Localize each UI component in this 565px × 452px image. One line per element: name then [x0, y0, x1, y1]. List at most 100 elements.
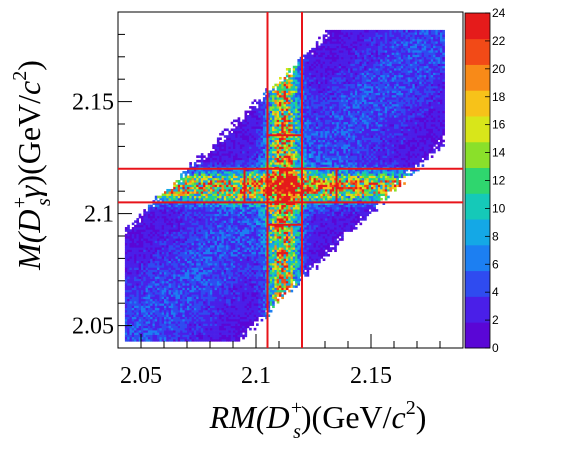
heatmap-cell	[216, 159, 220, 163]
heatmap-cell	[223, 209, 227, 212]
heatmap-cell	[189, 182, 192, 185]
heatmap-cell	[191, 186, 195, 190]
heatmap-cell	[161, 285, 165, 288]
heatmap-cell	[203, 242, 206, 246]
heatmap-cell	[214, 236, 218, 239]
heatmap-cell	[214, 191, 218, 194]
heatmap-cell	[182, 231, 186, 235]
heatmap-cell	[150, 305, 153, 309]
heatmap-cell	[253, 141, 257, 145]
heatmap-cell	[249, 218, 252, 221]
heatmap-cell	[166, 209, 169, 212]
heatmap-cell	[244, 269, 248, 273]
heatmap-cell	[239, 244, 243, 248]
heatmap-cell	[200, 229, 204, 232]
heatmap-cell	[152, 265, 156, 268]
heatmap-cell	[143, 256, 146, 259]
heatmap-cell	[173, 227, 176, 230]
heatmap-cell	[262, 206, 266, 210]
heatmap-cell	[258, 224, 261, 228]
heatmap-cell	[226, 247, 229, 250]
heatmap-cell	[161, 247, 165, 250]
heatmap-cell	[233, 321, 236, 324]
heatmap-cell	[141, 294, 144, 297]
heatmap-cell	[157, 298, 160, 302]
heatmap-cell	[189, 289, 192, 293]
heatmap-cell	[237, 251, 241, 255]
heatmap-cell	[168, 285, 172, 288]
heatmap-cell	[205, 298, 209, 302]
heatmap-cell	[256, 211, 259, 214]
heatmap-cell	[256, 184, 259, 188]
heatmap-cell	[145, 289, 149, 293]
heatmap-cell	[184, 215, 188, 219]
heatmap-cell	[210, 258, 213, 261]
heatmap-cell	[219, 236, 222, 239]
heatmap-cell	[256, 112, 259, 116]
heatmap-cell	[145, 224, 149, 228]
heatmap-cell	[210, 318, 213, 322]
heatmap-cell	[214, 289, 218, 293]
heatmap-cell	[221, 224, 225, 228]
heatmap-cell	[244, 222, 248, 226]
heatmap-cell	[175, 222, 179, 226]
heatmap-cell	[157, 249, 160, 253]
heatmap-cell	[251, 153, 255, 156]
heatmap-cell	[221, 251, 225, 255]
heatmap-cell	[233, 153, 236, 156]
heatmap-cell	[170, 209, 174, 212]
heatmap-cell	[219, 334, 222, 338]
heatmap-cell	[237, 292, 241, 295]
heatmap-cell	[262, 164, 266, 167]
heatmap-cell	[235, 204, 238, 208]
heatmap-cell	[210, 323, 213, 326]
heatmap-cell	[253, 164, 257, 167]
heatmap-cell	[216, 229, 220, 232]
heatmap-cell	[124, 249, 128, 253]
heatmap-cell	[173, 265, 176, 268]
heatmap-cell	[223, 222, 227, 226]
heatmap-cell	[210, 157, 213, 161]
heatmap-cell	[170, 276, 174, 279]
heatmap-cell	[166, 325, 169, 329]
heatmap-cell	[239, 193, 243, 197]
heatmap-cell	[249, 274, 252, 277]
heatmap-cell	[182, 184, 186, 188]
heatmap-cell	[233, 135, 236, 138]
heatmap-cell	[129, 285, 133, 288]
heatmap-cell	[233, 294, 236, 297]
heatmap-cell	[226, 146, 229, 149]
heatmap-cell	[249, 233, 252, 237]
heatmap-cell	[216, 157, 220, 161]
heatmap-cell	[251, 278, 255, 282]
heatmap-cell	[249, 238, 252, 241]
heatmap-cell	[170, 258, 174, 261]
heatmap-cell	[131, 334, 135, 338]
heatmap-cell	[175, 303, 179, 306]
heatmap-cell	[177, 256, 181, 259]
heatmap-cell	[157, 325, 160, 329]
heatmap-cell	[226, 287, 229, 291]
heatmap-cell	[196, 244, 199, 248]
heatmap-cell	[216, 150, 220, 154]
heatmap-cell	[127, 265, 130, 268]
heatmap-cell	[166, 244, 169, 248]
heatmap-cell	[154, 231, 158, 235]
heatmap-cell	[233, 278, 236, 282]
heatmap-cell	[239, 126, 243, 129]
heatmap-cell	[244, 121, 248, 125]
heatmap-cell	[242, 321, 245, 324]
heatmap-cell	[260, 292, 264, 295]
heatmap-cell	[187, 321, 190, 324]
heatmap-cell	[210, 309, 213, 313]
heatmap-cell	[212, 195, 215, 199]
heatmap-cell	[124, 285, 128, 288]
heatmap-cell	[226, 153, 229, 156]
heatmap-cell	[237, 180, 241, 183]
heatmap-cell	[239, 206, 243, 210]
heatmap-cell	[216, 249, 220, 253]
heatmap-cell	[210, 220, 213, 223]
heatmap-cell	[175, 274, 179, 277]
heatmap-cell	[260, 318, 264, 322]
heatmap-cell	[189, 265, 192, 268]
